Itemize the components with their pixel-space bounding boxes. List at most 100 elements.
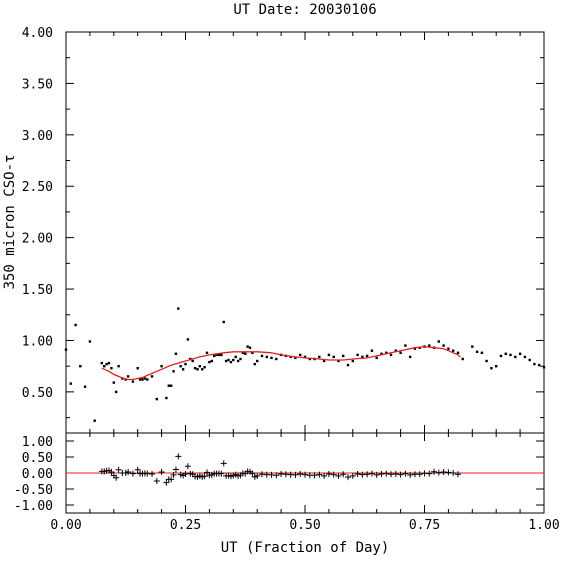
data-point	[456, 351, 460, 354]
residual-point	[168, 476, 175, 483]
data-point	[322, 359, 326, 363]
data-point	[236, 359, 240, 363]
data-point	[299, 353, 302, 357]
x-tick-label: 0.00	[50, 518, 81, 533]
data-point	[112, 381, 115, 384]
residual-point	[175, 453, 182, 460]
y-tick-label: 2.00	[22, 232, 53, 247]
residual-point	[316, 471, 323, 478]
x-axis-label: UT (Fraction of Day)	[221, 540, 390, 556]
data-point	[361, 355, 364, 359]
data-point	[146, 378, 149, 381]
data-point	[260, 354, 264, 358]
residual-point	[254, 472, 261, 479]
data-point	[342, 354, 345, 358]
y-tick-label: 4.00	[22, 26, 53, 41]
data-point	[83, 385, 87, 388]
y-tick-label: 0.50	[22, 451, 53, 466]
data-point	[275, 357, 278, 361]
data-point	[523, 355, 527, 359]
data-point	[490, 367, 493, 370]
data-point	[461, 357, 464, 361]
data-point	[172, 370, 175, 373]
residual-point	[125, 469, 132, 476]
residual-panel: 0.00 0.25 0.50 0.75 1.001.000.500.00-0.50-1.…	[14, 432, 560, 533]
data-point	[160, 365, 163, 368]
residual-point	[373, 471, 380, 478]
data-point	[222, 320, 225, 324]
residual-point	[134, 466, 141, 473]
y-tick-label: 3.50	[22, 77, 53, 92]
residual-point	[325, 470, 332, 477]
data-point	[504, 352, 507, 355]
data-point	[394, 349, 397, 352]
data-point	[213, 354, 216, 358]
data-point	[115, 390, 118, 394]
residual-point	[297, 470, 304, 477]
y-tick-label: 1.50	[22, 283, 53, 298]
residual-point	[407, 471, 414, 478]
residual-point	[158, 469, 165, 476]
residual-point	[392, 470, 399, 477]
data-point	[265, 355, 268, 359]
data-point	[332, 355, 335, 359]
data-point	[181, 368, 185, 371]
data-point	[542, 366, 546, 369]
data-point	[370, 349, 374, 352]
data-point	[217, 353, 221, 357]
residual-point	[129, 470, 136, 477]
data-point	[495, 365, 498, 368]
data-point	[131, 380, 135, 383]
data-point	[110, 367, 113, 370]
data-point	[475, 350, 479, 353]
y-tick-label: -1.00	[14, 499, 53, 514]
data-point	[191, 359, 194, 363]
data-point	[327, 353, 331, 357]
data-point	[244, 352, 247, 355]
data-point	[533, 362, 536, 366]
residual-point	[273, 472, 280, 479]
y-tick-label: 2.50	[22, 180, 53, 195]
data-point	[404, 344, 407, 347]
data-point	[141, 378, 144, 381]
residual-point	[364, 471, 371, 478]
x-tick-label: 0.75	[409, 518, 440, 533]
residual-point	[108, 469, 115, 476]
data-point	[198, 365, 201, 368]
residual-point	[321, 472, 328, 479]
data-point	[227, 358, 230, 362]
data-point	[143, 377, 147, 380]
data-point	[126, 375, 130, 378]
y-tick-label: -0.50	[14, 483, 53, 498]
data-point	[514, 355, 517, 359]
data-point	[117, 365, 120, 368]
residual-point	[115, 466, 122, 473]
data-point	[234, 355, 237, 359]
data-point	[177, 307, 180, 310]
data-point	[174, 352, 178, 355]
fit-curve	[101, 345, 461, 381]
residual-point	[249, 470, 256, 477]
data-point	[193, 367, 197, 370]
data-point	[528, 358, 531, 362]
data-point	[308, 357, 311, 361]
data-point	[167, 384, 170, 387]
data-point	[356, 353, 359, 357]
residual-point	[450, 470, 457, 476]
x-tick-label: 0.50	[289, 518, 320, 533]
residual-point	[335, 472, 342, 479]
data-point	[232, 358, 235, 362]
y-tick-label: 0.50	[22, 386, 53, 401]
data-point	[351, 359, 354, 363]
data-point	[224, 359, 228, 363]
residual-point	[445, 469, 452, 476]
data-point	[253, 362, 256, 366]
data-point	[428, 344, 431, 347]
data-point	[100, 361, 103, 365]
data-point	[270, 356, 273, 360]
data-point	[248, 346, 252, 349]
data-point	[138, 378, 142, 381]
data-point	[64, 348, 68, 351]
residual-point	[402, 470, 409, 477]
data-point	[74, 323, 77, 327]
